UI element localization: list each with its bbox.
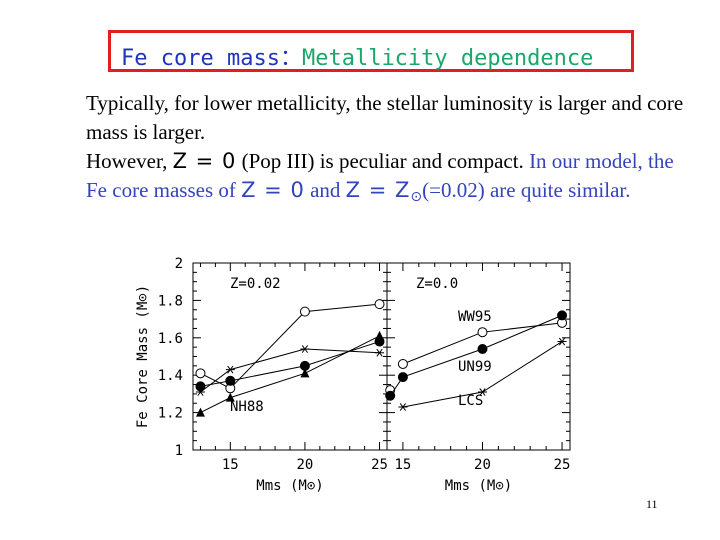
data-point-open-circle [397, 358, 408, 369]
body-line2e: (=0.02) are quite similar. [422, 178, 631, 202]
series-line [389, 314, 563, 397]
data-point-triangle [300, 368, 310, 378]
slide-title: Fe core mass：Metallicity dependence [121, 40, 593, 72]
body-line2c: In our model, the Fe core masses of [86, 149, 674, 202]
body-line2a: However, [86, 149, 173, 173]
body-line2b: (Pop III) is peculiar and compact. [236, 149, 530, 173]
y-tick-label: 1.6 [158, 331, 183, 347]
data-point-open-circle [299, 306, 310, 317]
y-tick-label: 2 [175, 256, 183, 272]
series-line [200, 341, 380, 387]
panel-label: Z=0.0 [416, 276, 458, 292]
page-number: 11 [646, 497, 658, 511]
x-tick-label: 25 [554, 457, 571, 473]
data-point-star [375, 348, 385, 357]
panel-frame [192, 262, 388, 451]
data-point-triangle [225, 392, 235, 402]
y-axis-label: Fe Core Mass (M⊙) [135, 285, 151, 428]
zsun-symbol: Z = Z [345, 178, 411, 202]
x-tick-label: 15 [394, 457, 411, 473]
y-tick-label: 1.2 [158, 406, 183, 422]
data-point-star [557, 337, 567, 346]
data-point-triangle [375, 330, 385, 340]
series-annotation: NH88 [230, 399, 264, 415]
x-tick-label: 25 [371, 457, 388, 473]
series-line [200, 348, 380, 393]
series-annotation: WW95 [458, 309, 492, 325]
data-point-filled-circle [385, 390, 396, 401]
body-text: Typically, for lower metallicity, the st… [86, 89, 686, 212]
data-point-open-circle [195, 368, 206, 379]
data-point-star [300, 345, 310, 353]
z0-symbol-2: Z = 0 [241, 178, 305, 202]
x-axis-label: Mms (M⊙) [256, 478, 323, 494]
title-part1: Fe core mass [121, 46, 280, 71]
x-tick-label: 20 [474, 457, 491, 473]
panel-frame [386, 262, 571, 451]
z0-symbol: Z = 0 [172, 149, 237, 173]
series-annotation: UN99 [458, 359, 492, 375]
data-point-open-circle [374, 299, 385, 310]
x-axis-label: Mms (M⊙) [445, 478, 512, 494]
panel-label: Z=0.02 [230, 276, 281, 292]
x-tick-label: 20 [296, 457, 313, 473]
title-box: Fe core mass：Metallicity dependence [108, 30, 634, 72]
data-point-star [225, 365, 235, 374]
x-tick-label: 15 [222, 457, 239, 473]
data-point-triangle [195, 407, 205, 417]
body-line1: Typically, for lower metallicity, the st… [86, 91, 684, 144]
series-line [200, 335, 380, 414]
data-point-filled-circle [225, 375, 236, 386]
title-separator: ： [279, 46, 302, 71]
y-tick-label: 1.8 [158, 293, 183, 309]
body-line2d: and [304, 178, 346, 202]
title-part2: Metallicity dependence [301, 46, 594, 71]
data-point-filled-circle [477, 344, 488, 355]
y-tick-label: 1.4 [158, 368, 183, 384]
data-point-star [398, 403, 408, 411]
data-point-open-circle [477, 327, 488, 338]
y-tick-label: 1 [175, 443, 183, 459]
data-point-filled-circle [397, 372, 408, 383]
data-point-star [477, 388, 487, 396]
series-line [200, 303, 380, 389]
sun-symbol: ⊙ [410, 189, 423, 205]
series-annotation: LCS [458, 393, 483, 409]
data-point-filled-circle [195, 381, 206, 392]
data-point-filled-circle [557, 310, 568, 321]
